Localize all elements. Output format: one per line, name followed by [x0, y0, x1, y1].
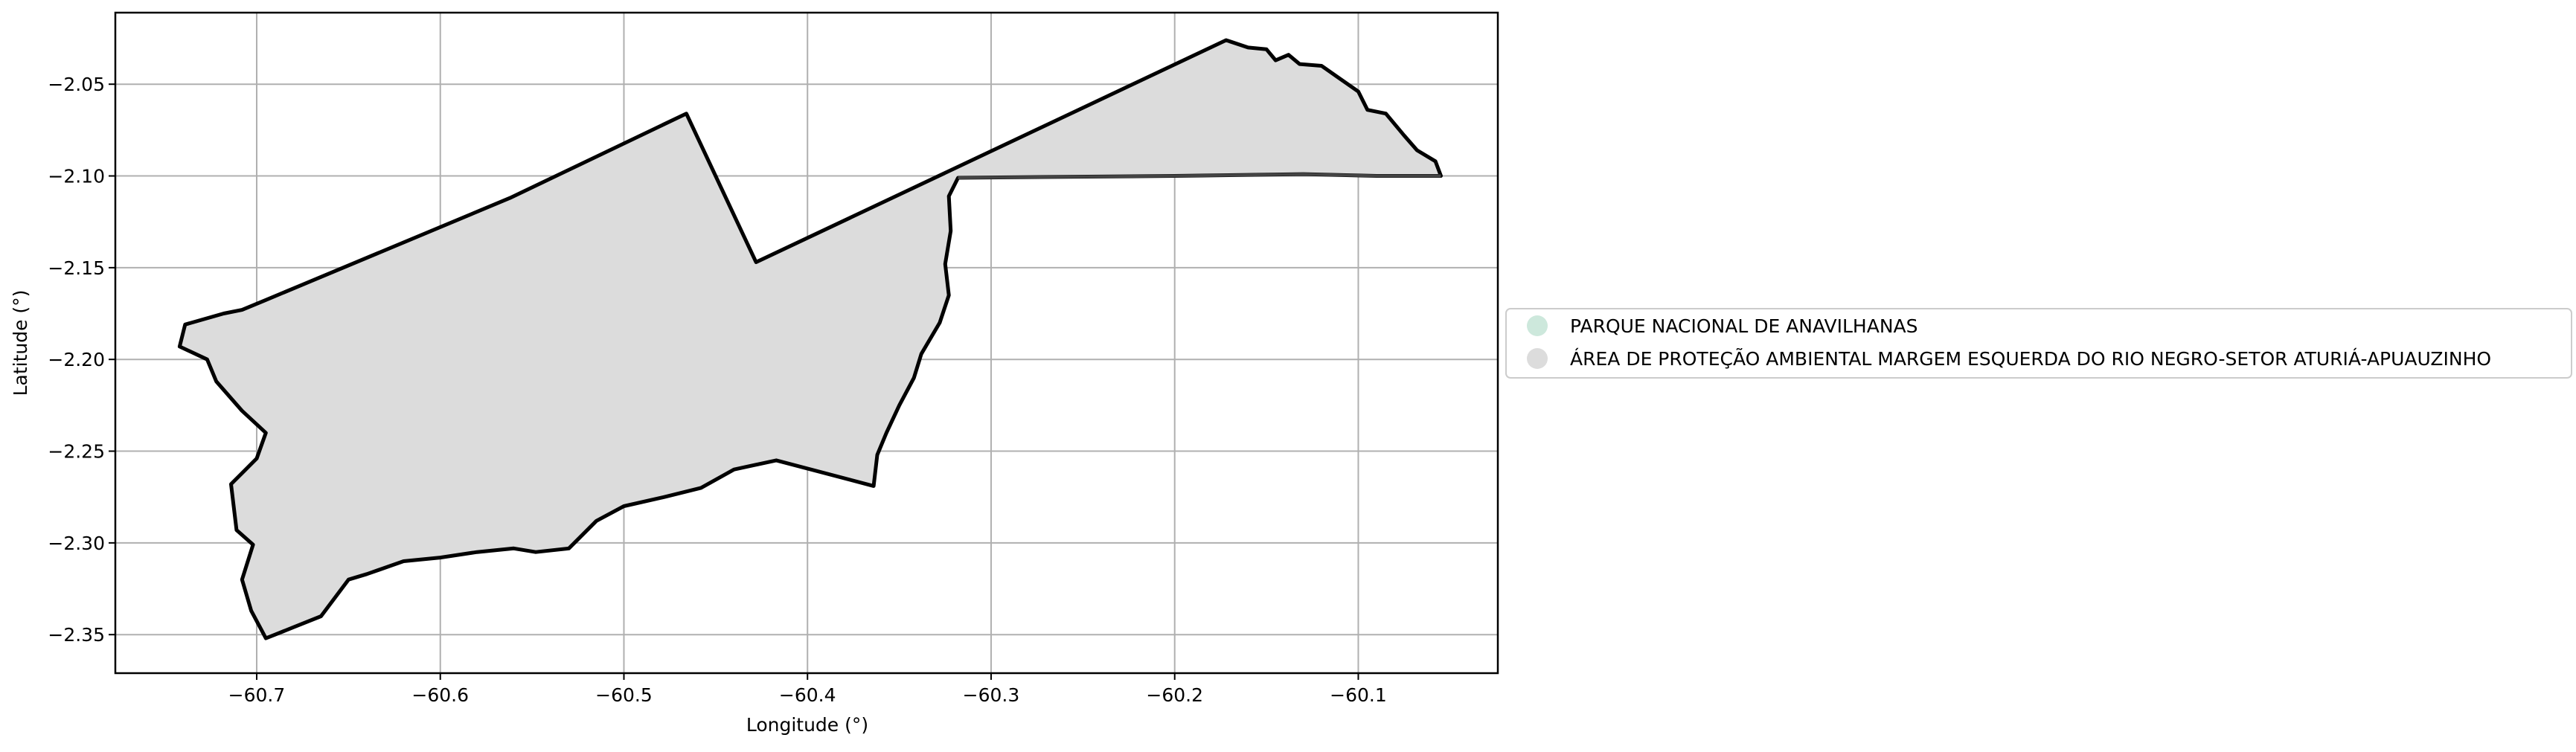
legend-label-apa: ÁREA DE PROTEÇÃO AMBIENTAL MARGEM ESQUER…	[1570, 347, 2491, 370]
y-tick-label: −2.10	[48, 166, 105, 187]
x-tick-label: −60.2	[1146, 684, 1203, 706]
y-tick-label: −2.15	[48, 257, 105, 279]
protected-areas-layer	[177, 38, 1443, 640]
y-tick-label: −2.05	[48, 74, 105, 95]
apa-boundary-polygon	[177, 38, 1443, 640]
y-tick-label: −2.20	[48, 349, 105, 370]
y-tick-label: −2.35	[48, 624, 105, 646]
x-tick-label: −60.1	[1330, 684, 1387, 706]
legend-box	[1505, 308, 2572, 379]
legend-label-anavilhanas: PARQUE NACIONAL DE ANAVILHANAS	[1570, 315, 1918, 337]
x-tick-label: −60.4	[779, 684, 836, 706]
x-tick-label: −60.5	[595, 684, 653, 706]
y-tick-label: −2.30	[48, 533, 105, 554]
axes-frame	[114, 11, 1499, 675]
x-tick-label: −60.3	[963, 684, 1020, 706]
x-tick-label: −60.7	[228, 684, 286, 706]
legend: PARQUE NACIONAL DE ANAVILHANAS ÁREA DE P…	[1505, 308, 2572, 379]
legend-swatch-anavilhanas	[1527, 315, 1548, 336]
x-tick-label: −60.6	[411, 684, 469, 706]
x-axis-label: Longitude (°)	[746, 714, 868, 736]
y-tick-label: −2.25	[48, 441, 105, 463]
y-axis-ticks: −2.05 −2.10 −2.15 −2.20 −2.25 −2.30 −2.35	[48, 74, 115, 646]
interior-boundary-line	[958, 173, 1441, 179]
x-axis-ticks: −60.7 −60.6 −60.5 −60.4 −60.3 −60.2 −60.1	[228, 673, 1387, 706]
legend-swatch-apa	[1527, 348, 1548, 369]
y-axis-label: Latitude (°)	[10, 290, 31, 396]
